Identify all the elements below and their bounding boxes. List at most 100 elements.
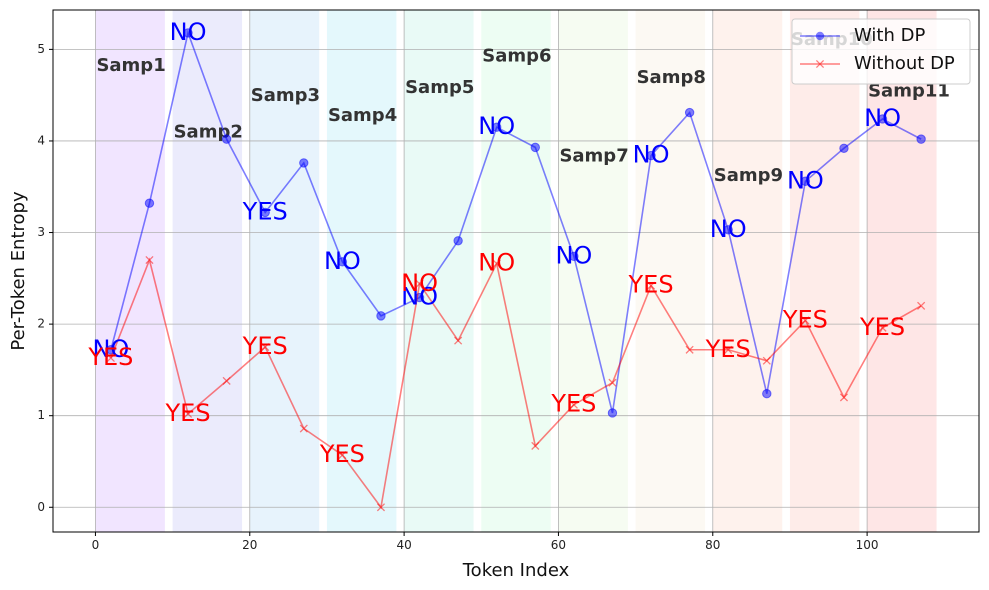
data-point-with-dp (762, 389, 772, 399)
data-point-without-dp (454, 336, 463, 345)
sample-label: Samp6 (482, 46, 551, 67)
annotation-without-dp: YES (705, 335, 751, 363)
annotation-without-dp: YES (782, 305, 828, 333)
annotation-without-dp: YES (550, 390, 596, 418)
sample-regions (95, 10, 937, 532)
data-point-without-dp (261, 342, 270, 352)
data-point-without-dp (878, 323, 887, 332)
data-point-with-dp (299, 158, 309, 168)
sample-label: Samp9 (714, 165, 783, 186)
sample-label: Samp8 (637, 67, 706, 88)
sample-region-10 (789, 10, 860, 532)
data-point-without-dp (183, 409, 193, 418)
data-point-with-dp (337, 257, 348, 267)
data-point-without-dp (376, 503, 386, 512)
annotation-without-dp: YES (319, 440, 365, 468)
annotation-with-dp: YES (242, 197, 288, 225)
annotation-with-dp: NO (92, 335, 129, 363)
annotation-with-dp: NO (633, 141, 670, 169)
legend-marker (815, 31, 825, 41)
data-point-with-dp (453, 236, 463, 246)
annotation-with-dp: NO (478, 112, 515, 140)
data-point-without-dp (724, 345, 733, 354)
data-point-with-dp (376, 311, 386, 321)
x-tick-label: 40 (396, 538, 411, 552)
x-tick-label: 20 (242, 538, 257, 552)
sample-region-4 (326, 10, 397, 532)
y-tick-label: 4 (37, 133, 45, 147)
y-tick-label: 2 (37, 317, 45, 331)
annotation-without-dp: YES (165, 399, 211, 427)
sample-label: Samp3 (251, 85, 320, 106)
plot-frame (52, 9, 980, 533)
sample-label: Samp7 (559, 146, 628, 167)
data-point-with-dp (723, 225, 733, 235)
x-axis-label: Token Index (462, 560, 570, 581)
annotations: NONOYESNONONONONONONONOYESYESYESYESNONOY… (87, 18, 905, 468)
sample-region-11 (867, 10, 937, 532)
annotation-without-dp: YES (859, 313, 905, 341)
annotation-with-dp: NO (170, 18, 207, 46)
data-point-with-dp (530, 142, 540, 153)
data-point-without-dp (106, 353, 115, 363)
annotation-without-dp: YES (628, 271, 674, 299)
sample-label: Samp11 (868, 81, 950, 102)
annotation-with-dp: NO (864, 104, 901, 132)
data-point-without-dp (569, 400, 578, 409)
data-point-without-dp (338, 451, 347, 460)
data-point-without-dp (492, 259, 501, 268)
annotation-with-dp: NO (324, 247, 361, 275)
data-point-without-dp (917, 301, 926, 310)
sample-region-5 (404, 10, 474, 532)
data-point-with-dp (183, 28, 193, 38)
data-point-without-dp (685, 345, 694, 354)
data-point-with-dp (569, 251, 579, 262)
data-point-without-dp (415, 279, 424, 288)
annotation-without-dp: YES (242, 332, 288, 360)
data-point-with-dp (260, 207, 270, 218)
x-tick-label: 100 (856, 538, 879, 552)
data-point-without-dp (222, 376, 231, 385)
annotation-without-dp: NO (478, 249, 515, 277)
x-tick-label: 60 (551, 538, 566, 552)
sample-region-7 (558, 10, 628, 532)
x-tick-label: 0 (92, 538, 100, 552)
sample-label: Samp4 (328, 105, 397, 126)
data-point-with-dp (684, 107, 695, 118)
sample-label: Samp5 (405, 77, 474, 98)
data-point-without-dp (839, 393, 849, 402)
sample-label: Samp1 (96, 55, 165, 76)
annotation-with-dp: NO (787, 166, 824, 194)
data-point-with-dp (144, 198, 155, 208)
legend-marker (815, 59, 825, 69)
y-tick-label: 3 (37, 225, 45, 239)
series-group (106, 28, 926, 512)
data-point-with-dp (916, 134, 926, 144)
y-tick-label: 0 (37, 500, 45, 514)
sample-region-2 (172, 10, 243, 532)
legend-label: Without DP (854, 53, 955, 74)
data-point-without-dp (646, 281, 656, 290)
data-point-without-dp (762, 356, 771, 365)
data-point-without-dp (608, 378, 617, 387)
x-tick-label: 80 (705, 538, 720, 552)
series-line-with-dp (110, 30, 922, 414)
sample-region-3 (249, 10, 320, 532)
annotation-with-dp: NO (401, 283, 438, 311)
sample-region-8 (635, 10, 706, 532)
legend-label: With DP (854, 25, 925, 46)
data-point-without-dp (801, 316, 810, 325)
annotation-without-dp: YES (87, 343, 133, 371)
data-point-with-dp (492, 122, 502, 132)
data-point-without-dp (299, 424, 308, 433)
sample-region-1 (95, 10, 165, 532)
grid (53, 10, 979, 532)
axis-ticks: 0 20 40 60 80 100 0 1 2 3 4 5 (37, 42, 878, 552)
y-tick-label: 1 (37, 408, 45, 422)
data-point-with-dp (839, 143, 849, 153)
y-axis-label: Per-Token Entropy (8, 191, 29, 351)
series-line-without-dp (110, 257, 922, 510)
data-point-without-dp (531, 441, 540, 450)
